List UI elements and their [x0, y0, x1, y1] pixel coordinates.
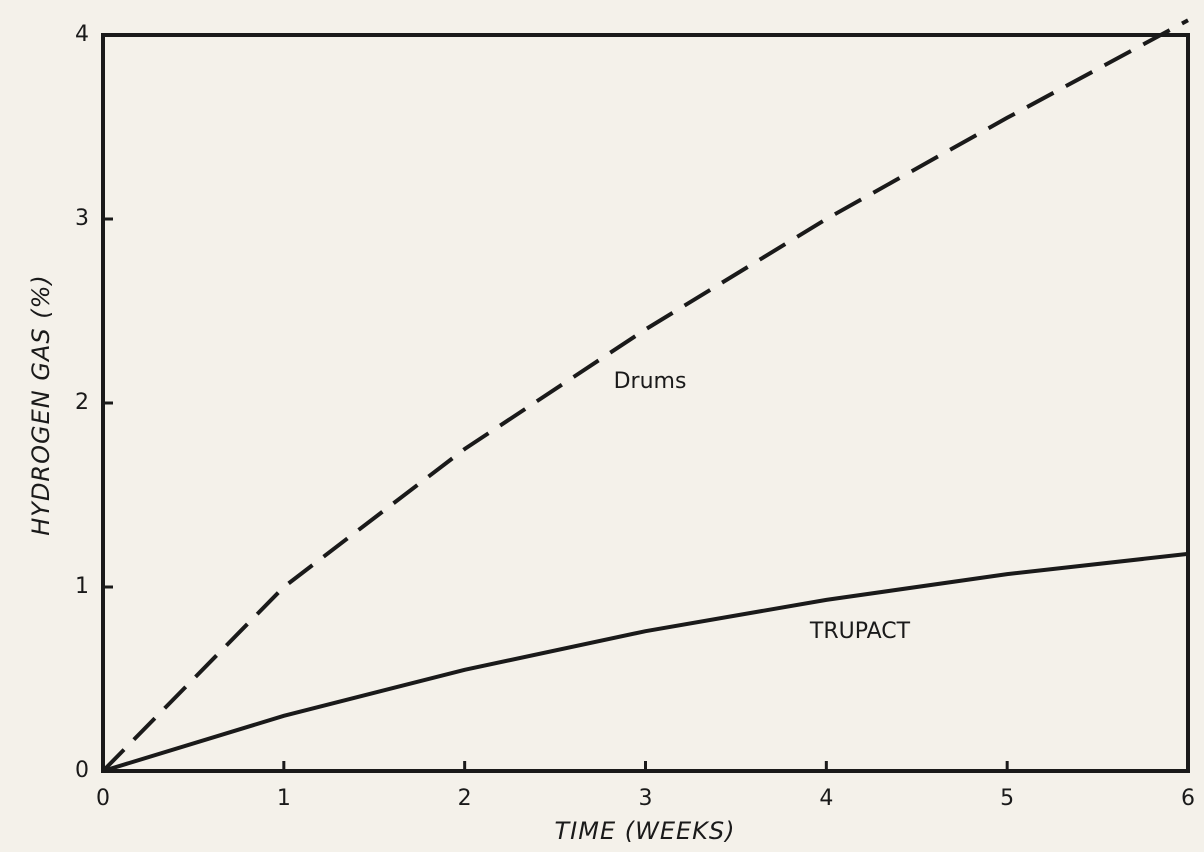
y-tick-label: 4 [75, 22, 89, 47]
x-tick-label: 6 [1181, 786, 1195, 811]
y-tick-label: 0 [75, 758, 89, 783]
series-line [102, 551, 1189, 773]
x-tick-label: 5 [1000, 786, 1014, 811]
x-axis-label: TIME (WEEKS) [555, 817, 736, 845]
x-tick-label: 4 [819, 786, 833, 811]
x-tick-label: 1 [277, 786, 291, 811]
y-tick-label: 2 [75, 390, 89, 415]
x-tick-label: 3 [639, 786, 653, 811]
series-label: TRUPACT [809, 619, 911, 644]
series-label: Drums [614, 369, 687, 394]
y-axis-label: HYDROGEN GAS (%) [27, 274, 55, 536]
y-tick-label: 1 [75, 574, 89, 599]
series-line [101, 18, 1189, 773]
x-tick-label: 0 [96, 786, 110, 811]
y-tick-label: 3 [75, 206, 89, 231]
x-tick-label: 2 [458, 786, 472, 811]
